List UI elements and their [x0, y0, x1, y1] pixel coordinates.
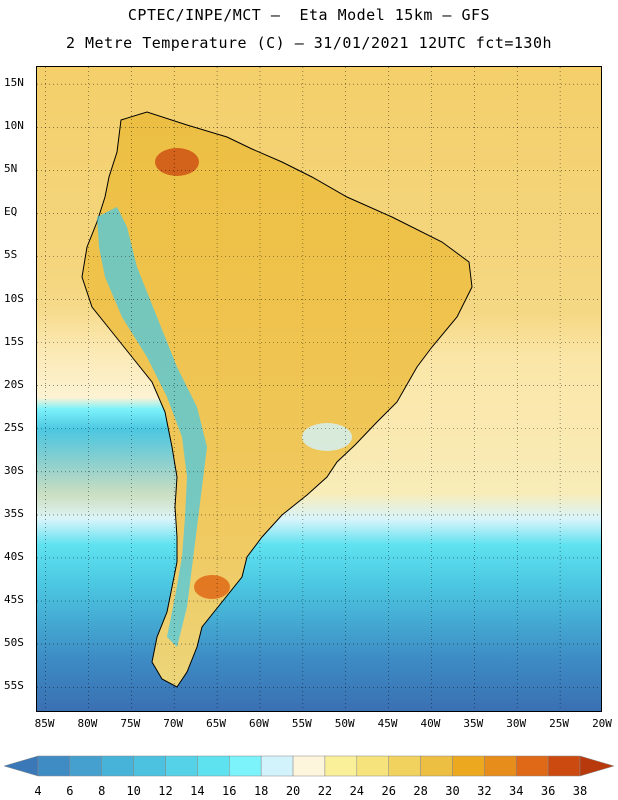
lat-label: 5N	[4, 162, 18, 176]
colorbar-tick-label: 24	[349, 784, 365, 798]
south-america-landmass	[81, 111, 473, 688]
colorbar-tick-label: 30	[445, 784, 460, 798]
colorbar-tick-label: 12	[158, 784, 173, 798]
colorbar-swatch	[260, 755, 294, 777]
colorbar-swatch	[547, 755, 581, 777]
colorbar-swatch	[133, 755, 166, 777]
colorbar-tick-label: 28	[413, 784, 428, 798]
colorbar-swatch	[484, 755, 517, 777]
chart-title: CPTEC/INPE/MCT – Eta Model 15km – GFS	[127, 6, 491, 24]
lon-label: 75W	[120, 717, 141, 730]
lat-label: 5S	[4, 248, 18, 262]
colorbar-tick-label: 32	[477, 784, 492, 798]
colorbar-tick-label: 34	[509, 784, 524, 798]
colorbar-tick-label: 14	[190, 784, 205, 798]
hot-spot-patagonia	[194, 575, 230, 599]
colorbar-swatch	[69, 755, 103, 777]
lon-label: 65W	[206, 717, 227, 730]
lat-label: 45S	[4, 593, 24, 607]
colorbar-swatch	[515, 755, 549, 777]
colorbar-swatch	[229, 755, 262, 777]
colorbar-tick-label: 38	[572, 784, 588, 798]
lon-label: 85W	[34, 717, 55, 730]
cool-spot-southeast	[302, 423, 352, 451]
colorbar-tick-label: 22	[317, 784, 333, 798]
colorbar-bar	[3, 755, 615, 777]
colorbar-swatch	[420, 755, 453, 777]
colorbar-swatch	[197, 755, 230, 777]
hot-spot-venezuela	[155, 148, 199, 176]
colorbar-tick-label: 10	[126, 784, 141, 798]
colorbar-tick-label: 20	[285, 784, 301, 798]
colorbar-max-arrow	[579, 755, 615, 777]
colorbar-tick-label: 6	[66, 784, 74, 798]
colorbar-swatch	[37, 755, 71, 777]
lon-label: 30W	[506, 717, 527, 730]
colorbar-tick-label: 16	[222, 784, 237, 798]
lat-label: 40S	[4, 549, 24, 563]
colorbar-tick-label: 4	[34, 784, 42, 798]
lon-label: 60W	[249, 717, 269, 730]
colorbar-swatch	[388, 755, 421, 777]
map-canvas	[37, 67, 601, 711]
lon-label: 25W	[549, 717, 570, 730]
lon-label: 20W	[592, 717, 612, 730]
lat-label: 20S	[4, 377, 24, 391]
colorbar-swatch	[324, 755, 358, 777]
colorbar-swatch	[165, 755, 198, 777]
temperature-map	[36, 66, 602, 712]
chart-subtitle: 2 Metre Temperature (C) – 31/01/2021 12U…	[65, 34, 553, 52]
lat-label: 35S	[4, 506, 24, 520]
lat-label: 15N	[4, 76, 24, 90]
colorbar-swatch	[292, 755, 326, 777]
colorbar-tick-label: 26	[381, 784, 396, 798]
lat-label: 30S	[4, 463, 24, 477]
lat-label: 25S	[4, 420, 24, 434]
lat-label: 55S	[4, 679, 24, 693]
colorbar-min-arrow	[3, 755, 39, 777]
colorbar-swatch	[452, 755, 485, 777]
colorbar-swatch	[101, 755, 134, 777]
lat-label: 15S	[4, 334, 24, 348]
andes-cold-band	[97, 207, 207, 647]
lon-label: 35W	[463, 717, 484, 730]
lon-label: 50W	[334, 717, 355, 730]
colorbar-swatch	[356, 755, 389, 777]
lat-label: 10N	[4, 119, 24, 133]
lon-label: 80W	[77, 717, 98, 730]
lon-label: 70W	[163, 717, 184, 730]
lat-label: 10S	[4, 291, 24, 305]
lon-label: 45W	[377, 717, 398, 730]
colorbar	[0, 750, 618, 800]
lat-label: EQ	[4, 205, 18, 219]
lat-label: 50S	[4, 636, 24, 650]
colorbar-tick-label: 36	[540, 784, 556, 798]
colorbar-tick-label: 18	[253, 784, 269, 798]
colorbar-tick-label: 8	[98, 784, 106, 798]
lon-label: 40W	[420, 717, 441, 730]
lon-label: 55W	[291, 717, 312, 730]
